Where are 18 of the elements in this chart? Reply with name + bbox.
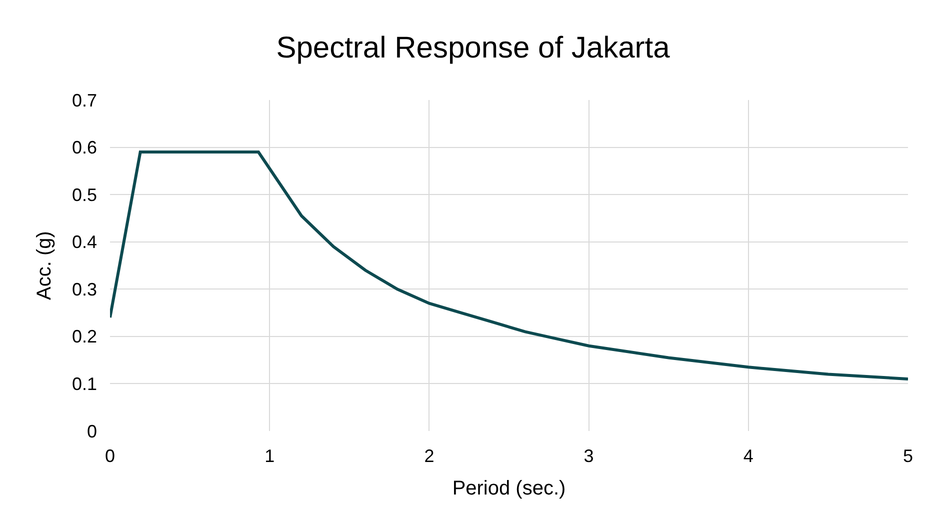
y-tick-label: 0 — [86, 421, 97, 442]
x-tick-label: 5 — [902, 446, 914, 466]
x-axis-title: Period (sec.) — [452, 478, 566, 500]
y-tick-label: 0.4 — [72, 232, 97, 252]
y-tick-label: 0.2 — [72, 326, 97, 347]
x-tick-label: 0 — [104, 446, 116, 466]
x-tick-label: 1 — [264, 446, 275, 466]
chart-title: Spectral Response of Jakarta — [276, 31, 670, 64]
y-tick-label: 0.5 — [72, 184, 97, 205]
x-tick-label: 3 — [584, 446, 594, 466]
x-tick-label: 4 — [743, 446, 754, 466]
y-tick-label: 0.7 — [72, 90, 97, 110]
y-tick-label: 0.1 — [72, 374, 97, 394]
x-tick-label: 2 — [424, 446, 434, 466]
line-series — [110, 150, 908, 380]
y-tick-label: 0.6 — [72, 138, 97, 158]
y-axis-title: Acc. (g) — [33, 231, 56, 300]
y-tick-label: 0.3 — [72, 279, 97, 300]
